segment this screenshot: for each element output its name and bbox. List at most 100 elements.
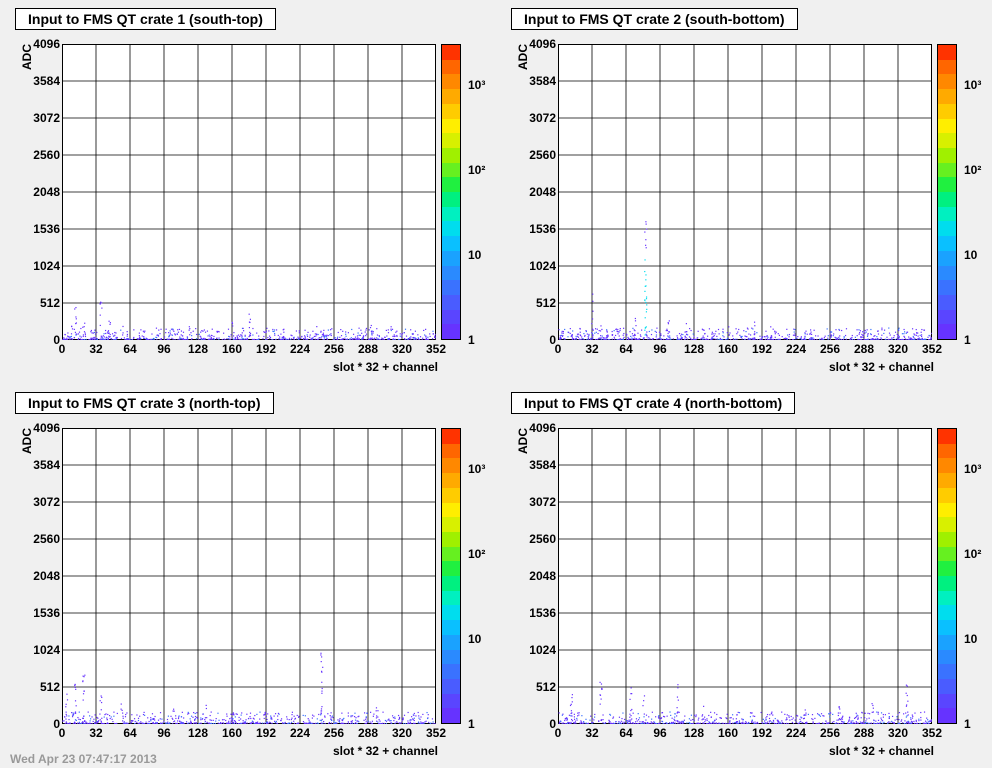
color-scale-step (442, 620, 460, 635)
x-tick-label: 320 (391, 342, 413, 356)
data-cell (566, 718, 569, 720)
data-cell (209, 722, 211, 724)
color-scale (441, 428, 461, 724)
data-cell (784, 338, 786, 340)
data-cell (667, 335, 669, 337)
data-cell (180, 330, 183, 332)
data-cell (359, 334, 361, 337)
x-tick-label: 160 (717, 342, 739, 356)
data-cell (655, 331, 658, 333)
data-cell (743, 330, 745, 332)
data-cell (858, 333, 860, 335)
data-cell (122, 715, 124, 717)
data-cell (210, 337, 212, 339)
data-cell (231, 337, 233, 339)
data-cell (584, 335, 586, 337)
data-cell (347, 332, 350, 334)
data-cell (732, 714, 734, 716)
data-cell (695, 722, 697, 724)
data-cell (258, 335, 260, 337)
data-cell (876, 711, 878, 713)
data-cell (690, 719, 692, 721)
data-cell (930, 337, 932, 339)
data-cell (361, 338, 363, 340)
data-cell (570, 712, 572, 715)
data-cell (591, 318, 594, 320)
data-cell (85, 722, 87, 724)
data-cell (282, 722, 284, 724)
data-cell (93, 336, 95, 339)
data-cell (182, 722, 184, 724)
data-cell (137, 719, 140, 722)
data-cell (570, 722, 572, 724)
data-cell (100, 720, 102, 722)
data-cell (631, 333, 634, 335)
data-cell (147, 722, 149, 724)
data-cell (187, 713, 189, 715)
data-cell (234, 338, 236, 340)
data-cell (637, 332, 639, 334)
data-cell (618, 720, 620, 723)
data-cell (644, 270, 646, 273)
data-cell (906, 721, 908, 723)
data-cell (207, 338, 209, 340)
data-cell (633, 337, 636, 339)
data-cell (662, 715, 665, 718)
data-cell (95, 337, 97, 339)
data-cell (898, 711, 901, 714)
data-cell (357, 337, 359, 339)
data-cell (349, 338, 351, 340)
data-cell (630, 719, 632, 721)
data-cell (887, 722, 889, 724)
y-tick-label: 512 (39, 296, 60, 310)
data-cell (692, 718, 694, 721)
data-cell (239, 338, 241, 340)
data-cell (66, 339, 68, 340)
data-cell (189, 718, 191, 720)
data-cell (701, 328, 703, 330)
data-cell (134, 720, 136, 723)
data-cell (805, 721, 807, 724)
data-cell (199, 722, 201, 724)
data-cell (104, 338, 106, 340)
data-cell (155, 336, 157, 338)
data-cell (190, 721, 192, 723)
data-cell (632, 712, 634, 714)
data-cell (355, 722, 357, 724)
data-cell (67, 332, 69, 334)
data-cell (576, 333, 579, 335)
data-cell (592, 329, 594, 331)
data-cell (663, 338, 665, 340)
data-cell (345, 722, 347, 724)
data-cell (161, 722, 163, 724)
data-cell (263, 331, 265, 333)
data-cell (235, 721, 237, 724)
data-cell (126, 333, 129, 336)
data-cell (274, 334, 276, 336)
data-cell (249, 332, 252, 335)
data-cell (218, 338, 220, 340)
data-cell (84, 322, 86, 324)
data-cell (602, 714, 604, 716)
data-cell (320, 710, 322, 712)
data-cell (399, 333, 401, 335)
data-cell (428, 721, 430, 724)
data-cell (746, 336, 748, 338)
data-cell (279, 338, 282, 340)
data-cell (263, 335, 265, 338)
data-cell (896, 338, 898, 340)
data-cell (319, 719, 321, 721)
data-cell (272, 328, 274, 331)
data-cell (211, 328, 213, 330)
data-cell (831, 331, 833, 333)
data-cell (888, 332, 891, 334)
data-cell (387, 338, 389, 340)
data-cell (237, 337, 239, 339)
data-cell (82, 675, 84, 677)
data-cell (736, 721, 738, 724)
data-cell (212, 337, 215, 340)
data-cell (666, 338, 668, 340)
data-cell (417, 722, 419, 724)
data-cell (667, 323, 670, 325)
data-cell (580, 720, 582, 722)
